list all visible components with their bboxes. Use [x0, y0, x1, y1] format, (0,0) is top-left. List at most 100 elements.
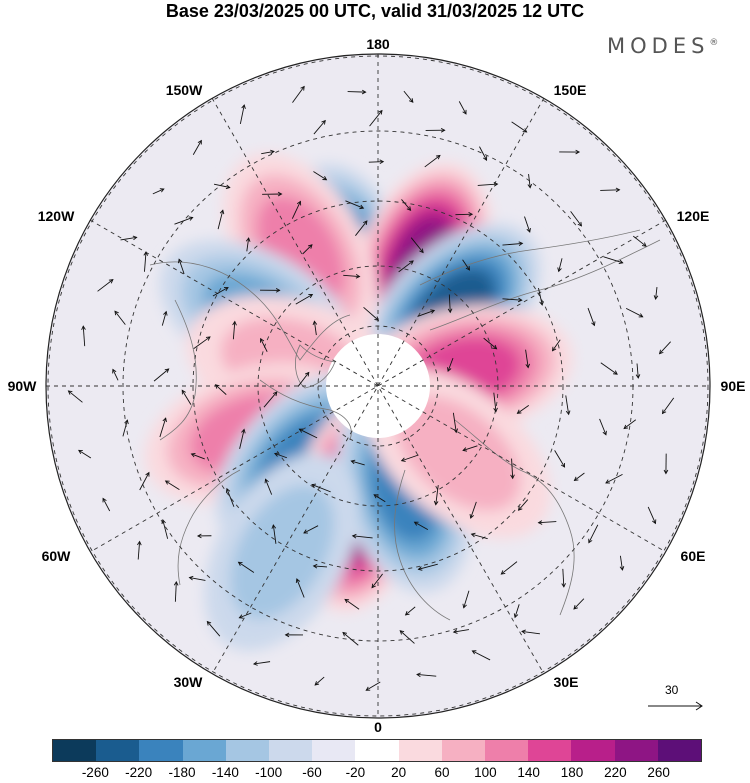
wind-arrow — [217, 209, 225, 230]
wind-arrow — [511, 121, 528, 133]
wind-arrow — [462, 590, 470, 609]
wind-arrow — [152, 188, 165, 195]
colorbar-tick-label: -220 — [125, 765, 153, 780]
wind-arrow — [479, 146, 488, 161]
wind-arrow — [260, 337, 268, 352]
lon-label-90e: 90E — [720, 378, 746, 394]
wind-arrow — [469, 501, 477, 519]
wind-arrow — [193, 336, 211, 350]
lon-label-30e: 30E — [553, 674, 579, 690]
wind-arrow — [297, 371, 310, 387]
wind-arrow — [635, 363, 641, 379]
reference-vector-arrow-right-icon — [648, 701, 703, 711]
wind-arrow — [399, 630, 415, 644]
wind-arrow — [292, 85, 305, 103]
wind-arrow — [573, 598, 585, 610]
colorbar-tick-label: -260 — [81, 765, 109, 780]
wind-arrow — [252, 661, 271, 666]
wind-arrow — [350, 459, 365, 466]
wind-arrow — [239, 104, 246, 125]
wind-arrow — [600, 187, 621, 193]
lon-label-60w: 60W — [41, 548, 71, 564]
lon-label-0: 0 — [374, 719, 382, 735]
wind-arrow — [164, 480, 180, 491]
colorbar-swatch — [139, 740, 183, 761]
wind-arrow — [311, 483, 331, 493]
wind-arrow — [239, 428, 246, 449]
wind-arrow — [112, 368, 119, 381]
wind-arrow — [663, 453, 669, 475]
colorbar-tick-label: -100 — [255, 765, 283, 780]
wind-arrow — [417, 309, 436, 317]
wind-arrow — [78, 449, 92, 459]
wind-arrow — [153, 368, 170, 382]
wind-arrow — [363, 306, 380, 321]
wind-arrow — [570, 211, 583, 227]
wind-arrow — [190, 452, 205, 460]
colorbar-swatch — [355, 740, 399, 761]
lon-label-30w: 30W — [173, 674, 203, 690]
wind-arrow — [298, 428, 318, 439]
coastlines — [149, 229, 661, 621]
wind-arrow — [538, 287, 544, 306]
wind-arrow — [527, 173, 533, 189]
colorbar-tick-label: 260 — [647, 765, 670, 780]
wind-arrow — [312, 563, 328, 569]
colorbar-tick-label: 220 — [604, 765, 627, 780]
wind-arrow — [302, 244, 313, 255]
wind-arrow — [295, 293, 314, 305]
wind-arrow — [603, 256, 624, 265]
colorbar-swatch — [441, 740, 486, 761]
wind-arrow — [314, 676, 325, 686]
wind-arrow — [365, 681, 381, 691]
wind-arrow — [632, 235, 647, 247]
wind-arrow — [345, 200, 365, 210]
anomaly-contour — [230, 485, 335, 619]
lon-label-60e: 60E — [680, 548, 706, 564]
colorbar-tick-label: 180 — [560, 765, 584, 780]
wind-arrow — [291, 200, 302, 219]
wind-arrow — [410, 237, 424, 254]
wind-arrow — [295, 578, 305, 598]
wind-arrow — [343, 274, 361, 279]
wind-arrow — [524, 216, 531, 233]
wind-arrow — [551, 339, 561, 352]
wind-arrow — [355, 220, 368, 236]
wind-arrow — [452, 412, 459, 434]
wind-arrow — [401, 199, 412, 211]
lon-label-120w: 120W — [37, 208, 75, 224]
wind-arrow — [177, 258, 185, 274]
colorbar-tick-label: 100 — [474, 765, 497, 780]
wind-arrow — [67, 390, 83, 403]
colorbar-swatch — [53, 740, 97, 761]
wind-arrow — [398, 260, 414, 273]
wind-arrow — [416, 672, 437, 678]
wind-arrow — [81, 325, 86, 347]
colorbar-swatch — [312, 740, 356, 761]
pole-cap — [326, 334, 430, 438]
wind-arrow — [245, 237, 251, 252]
wind-arrow — [510, 458, 515, 480]
wind-arrow — [653, 287, 659, 300]
wind-arrow — [525, 349, 531, 369]
wind-arrow — [188, 575, 206, 581]
registered-mark: ® — [709, 38, 719, 48]
colorbar-tick-label: -20 — [345, 765, 366, 780]
wind-arrow — [238, 612, 252, 619]
wind-arrow — [458, 101, 467, 115]
anomaly-contour — [395, 395, 521, 511]
wind-vectors — [67, 85, 675, 691]
colorbar-tick-label: 20 — [391, 765, 407, 780]
lon-label-150w: 150W — [165, 82, 203, 98]
wind-arrow — [122, 419, 129, 437]
wind-arrow — [313, 119, 326, 135]
wind-arrow — [625, 307, 644, 318]
wind-arrow — [600, 362, 618, 375]
wind-arrow — [588, 524, 599, 544]
wind-arrow — [161, 519, 169, 539]
wind-arrow — [587, 307, 596, 327]
colorbar-tick-label: 140 — [517, 765, 540, 780]
wind-arrow — [213, 183, 231, 190]
wind-arrow — [413, 521, 429, 530]
wind-arrow — [433, 485, 439, 506]
